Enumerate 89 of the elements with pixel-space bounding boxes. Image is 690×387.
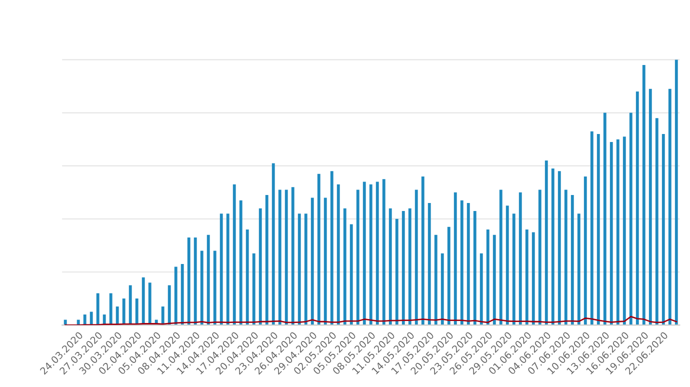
bar (265, 195, 268, 326)
bar (544, 160, 548, 326)
bar (362, 182, 366, 326)
bar (486, 230, 490, 326)
bar (629, 112, 632, 326)
bar (90, 312, 93, 326)
bar (246, 230, 249, 326)
bar (603, 112, 606, 326)
bar (414, 190, 418, 326)
bar (460, 200, 464, 326)
bar (220, 214, 223, 326)
bar (428, 203, 431, 326)
bar (226, 214, 230, 326)
bar (96, 293, 100, 326)
bar (466, 203, 470, 326)
bar (551, 168, 554, 326)
bar (109, 293, 112, 326)
bar (440, 253, 444, 326)
bar (492, 234, 496, 326)
bar (382, 179, 386, 326)
bar (590, 131, 594, 326)
bar (408, 208, 412, 326)
bar (239, 200, 242, 326)
bar (213, 250, 216, 326)
bar (258, 208, 262, 326)
bar (291, 187, 294, 326)
bar (395, 218, 398, 326)
bar (168, 285, 171, 326)
bar (350, 224, 353, 326)
bar (577, 214, 580, 326)
bar (636, 92, 639, 326)
bar (343, 208, 346, 326)
bar (83, 314, 86, 326)
bar (284, 190, 288, 326)
bar (187, 238, 190, 326)
bar (512, 214, 516, 326)
bar (564, 190, 568, 326)
bar (388, 208, 392, 326)
bar (668, 88, 672, 326)
bar (499, 190, 502, 326)
bar (376, 182, 379, 326)
bar (616, 139, 620, 326)
bar (596, 134, 600, 326)
bar (662, 134, 665, 326)
bar (538, 190, 542, 326)
bar (570, 195, 574, 326)
bar (232, 184, 236, 326)
bar (674, 60, 678, 326)
bar (330, 171, 334, 326)
bar (648, 88, 652, 326)
bar (525, 230, 528, 326)
bar (122, 298, 126, 326)
bar (402, 210, 405, 326)
bar (161, 306, 164, 326)
bar (310, 198, 314, 326)
bar (206, 234, 210, 326)
bar (584, 176, 587, 326)
bar (194, 238, 197, 326)
bar (135, 298, 138, 326)
bar (336, 184, 340, 326)
bar (434, 234, 438, 326)
bar (142, 277, 145, 326)
bar (447, 226, 450, 326)
bar (278, 190, 282, 326)
bar (252, 253, 256, 326)
bar (324, 198, 327, 326)
bar (369, 184, 372, 326)
bar (532, 232, 535, 326)
bar (454, 192, 457, 326)
bar (506, 206, 509, 326)
bar (622, 136, 626, 326)
bar (304, 214, 308, 326)
bar (642, 65, 646, 326)
bar (655, 118, 658, 326)
bar (317, 174, 320, 326)
bar (558, 171, 561, 326)
bar (116, 306, 119, 326)
bar (174, 266, 178, 326)
bar (180, 264, 184, 326)
bar (518, 192, 522, 326)
bar (610, 142, 613, 326)
bar (298, 214, 301, 326)
bar (272, 163, 275, 326)
bar (128, 285, 132, 326)
bar (200, 250, 204, 326)
bar (480, 253, 483, 326)
bar (421, 176, 424, 326)
bar (356, 190, 360, 326)
bar (473, 210, 476, 326)
